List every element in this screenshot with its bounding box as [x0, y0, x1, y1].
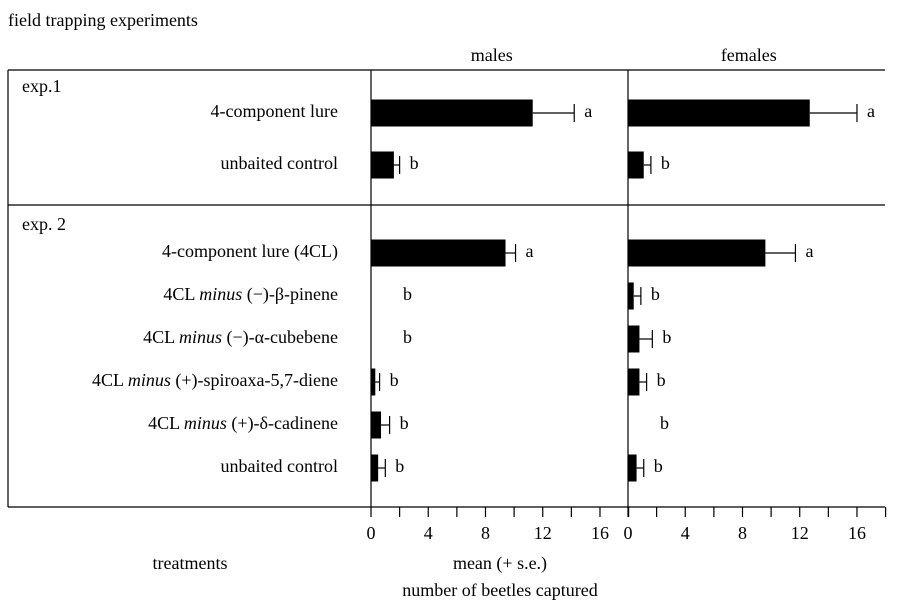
bar: [371, 239, 506, 267]
bar: [628, 325, 640, 353]
significance-letter: b: [657, 370, 666, 390]
bar: [628, 99, 810, 127]
significance-letter: b: [661, 153, 670, 173]
bar: [628, 282, 634, 310]
bar: [371, 99, 533, 127]
error-bar: [809, 104, 858, 122]
x-tick-label: 0: [367, 523, 376, 543]
label-part: 4CL: [163, 284, 199, 304]
bar: [628, 368, 640, 396]
x-tick-label: 16: [848, 523, 866, 543]
chart-title: field trapping experiments: [8, 10, 198, 30]
group-label: exp. 2: [22, 214, 66, 234]
error-bar: [643, 156, 652, 174]
label-part: 4CL: [92, 370, 128, 390]
bar: [371, 411, 382, 439]
label-part: (−)-α-cubebene: [222, 327, 338, 348]
error-bar: [505, 244, 517, 262]
treatment-label: 4CL minus (−)-α-cubebene: [143, 327, 338, 348]
x-tick-label: 16: [591, 523, 609, 543]
bar: [628, 454, 637, 482]
x-tick-label: 12: [534, 523, 552, 543]
label-part: minus: [179, 327, 222, 347]
label-part: minus: [184, 413, 227, 433]
x-axis-label: mean (+ s.e.): [453, 553, 547, 574]
treatment-label: unbaited control: [221, 456, 338, 476]
label-part: minus: [199, 284, 242, 304]
significance-letter: b: [395, 456, 404, 476]
label-part: (+)-δ-cadinene: [227, 413, 338, 434]
label-part: 4-component lure: [211, 101, 338, 121]
label-part: 4-component lure (4CL): [162, 241, 338, 262]
group-label: exp.1: [22, 76, 62, 96]
error-bar: [636, 459, 645, 477]
label-part: minus: [128, 370, 171, 390]
x-tick-label: 0: [624, 523, 633, 543]
error-bar: [639, 330, 653, 348]
label-part: 4CL: [148, 413, 184, 433]
significance-letter: b: [403, 327, 412, 347]
significance-letter: b: [651, 284, 660, 304]
x-axis-label: number of beetles captured: [402, 580, 597, 600]
significance-letter: b: [660, 413, 669, 433]
error-bar: [375, 373, 381, 391]
significance-letter: a: [805, 241, 813, 261]
x-tick-label: 4: [681, 523, 690, 543]
x-tick-label: 4: [424, 523, 433, 543]
significance-letter: b: [654, 456, 663, 476]
label-part: (+)-spiroaxa-5,7-diene: [171, 370, 338, 391]
significance-letter: b: [410, 153, 419, 173]
x-tick-label: 12: [791, 523, 809, 543]
error-bar: [633, 287, 642, 305]
x-tick-label: 8: [738, 523, 747, 543]
bar: [371, 368, 376, 396]
error-bar: [393, 156, 401, 174]
bar: [628, 151, 644, 179]
error-bar: [639, 373, 648, 391]
treatment-label: unbaited control: [221, 153, 338, 173]
error-bar: [378, 459, 386, 477]
significance-letter: b: [390, 370, 399, 390]
error-bar: [381, 416, 391, 434]
significance-letter: a: [584, 101, 592, 121]
x-tick-label: 8: [481, 523, 490, 543]
treatment-label: 4CL minus (−)-β-pinene: [163, 284, 338, 305]
label-part: unbaited control: [221, 456, 338, 476]
significance-letter: b: [403, 284, 412, 304]
significance-letter: a: [526, 241, 534, 261]
treatment-label: 4-component lure: [211, 101, 338, 121]
row-axis-label: treatments: [153, 553, 228, 573]
significance-letter: b: [662, 327, 671, 347]
label-part: (−)-β-pinene: [242, 284, 338, 305]
label-part: 4CL: [143, 327, 179, 347]
panel-title: males: [471, 45, 513, 65]
error-bar: [532, 104, 575, 122]
label-part: unbaited control: [221, 153, 338, 173]
panel-title: females: [721, 45, 777, 65]
bar: [371, 151, 394, 179]
treatment-label: 4-component lure (4CL): [162, 241, 338, 262]
error-bar: [765, 244, 797, 262]
significance-letter: b: [400, 413, 409, 433]
treatment-label: 4CL minus (+)-δ-cadinene: [148, 413, 338, 434]
bar: [371, 454, 379, 482]
treatment-label: 4CL minus (+)-spiroaxa-5,7-diene: [92, 370, 338, 391]
bar: [628, 239, 766, 267]
significance-letter: a: [867, 101, 875, 121]
